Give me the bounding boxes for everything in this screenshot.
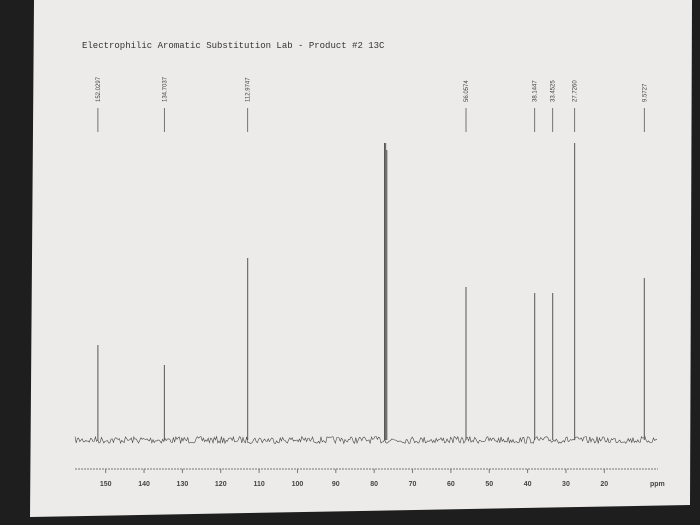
peak-label: 112.9747 <box>246 77 252 102</box>
peak-label: 152.0297 <box>96 76 102 102</box>
baseline-noise <box>74 435 658 445</box>
peak-label: 56.0574 <box>464 80 470 102</box>
peak-label: 27.7260 <box>573 80 579 102</box>
chart-title: Electrophilic Aromatic Substitution Lab … <box>82 41 385 51</box>
x-tick-label: 120 <box>215 481 227 488</box>
x-tick-label: 110 <box>253 481 264 488</box>
peak-label: 9.5727 <box>642 83 648 102</box>
x-tick-label: 100 <box>292 481 304 488</box>
x-tick-label: 30 <box>562 481 570 488</box>
x-tick-label: 70 <box>409 481 417 488</box>
x-tick-label: 60 <box>447 481 455 488</box>
x-tick-label: 80 <box>370 481 378 488</box>
x-tick-label: 140 <box>138 481 150 488</box>
x-tick-label: 90 <box>332 481 340 488</box>
x-tick-label: 150 <box>100 481 112 488</box>
x-tick-label: 130 <box>177 481 189 488</box>
x-tick-label: 50 <box>485 481 493 488</box>
x-tick-label: 20 <box>600 481 608 488</box>
peak-label: 134.7037 <box>162 76 168 102</box>
x-axis-label: ppm <box>650 481 665 488</box>
paper <box>30 0 692 517</box>
peak-label: 33.4525 <box>551 80 557 102</box>
x-tick-label: 40 <box>524 481 532 488</box>
peak-label: 38.1447 <box>533 80 539 102</box>
